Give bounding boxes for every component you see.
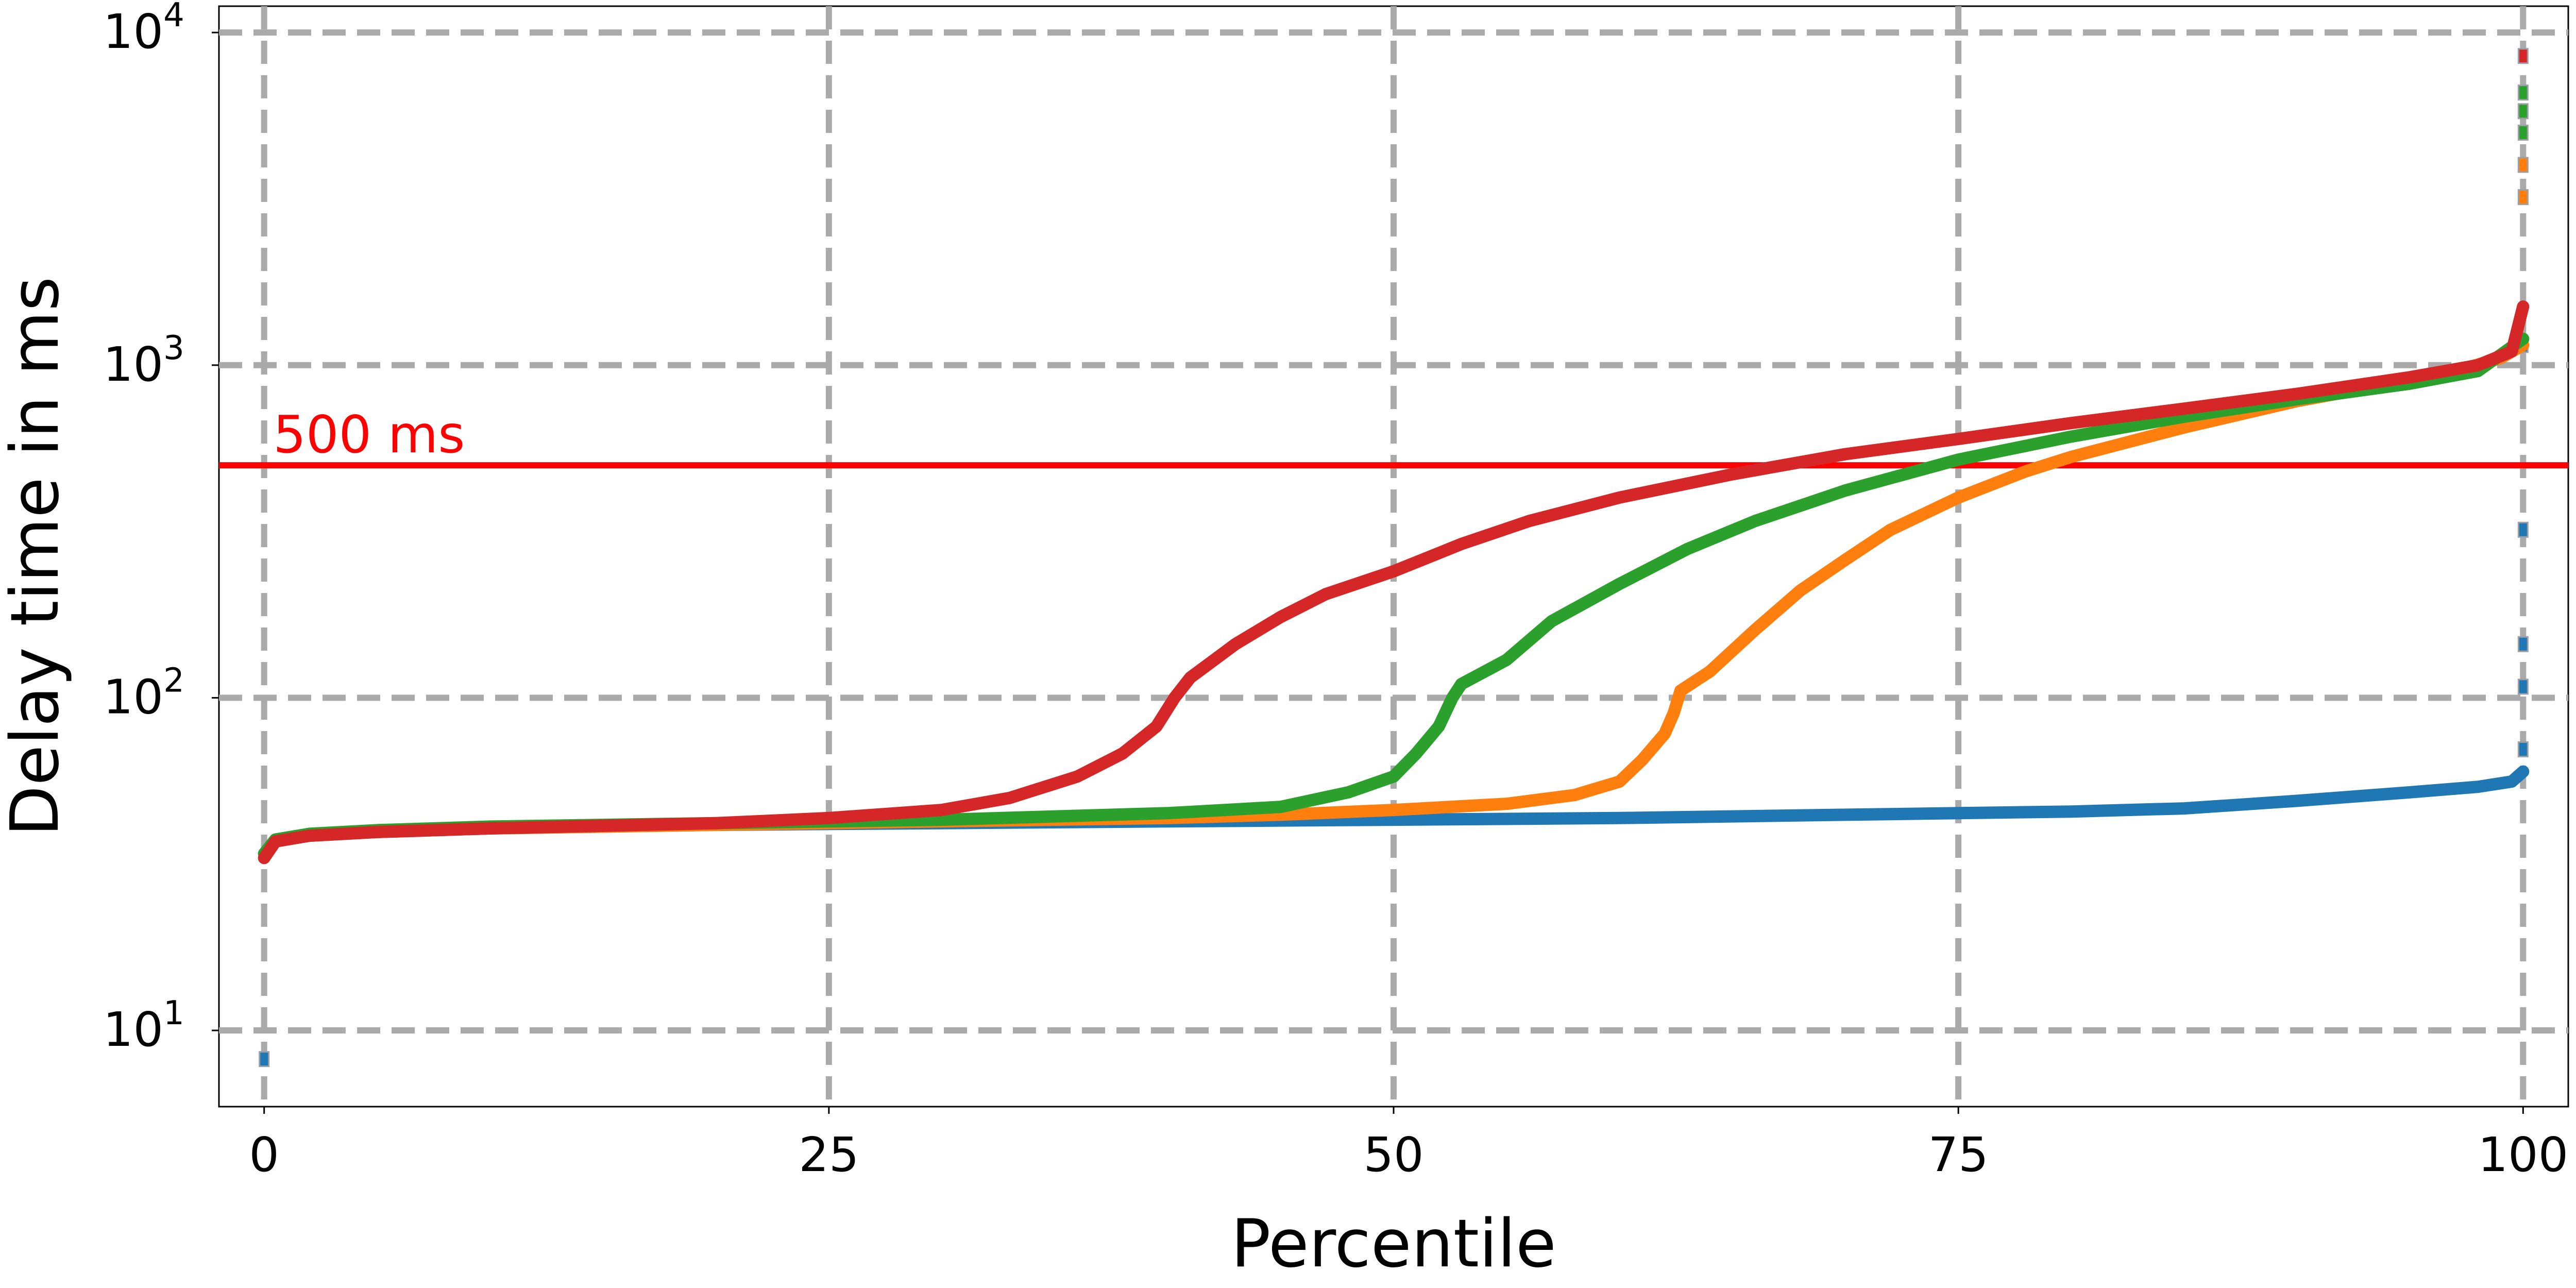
y-tick-label: 103: [103, 329, 184, 392]
reference-line-label: 500 ms: [273, 404, 465, 465]
y-axis-label: Delay time in ms: [0, 277, 74, 836]
x-tick-label: 25: [799, 1127, 859, 1182]
y-tick-label: 102: [103, 662, 184, 724]
outlier-point: [2517, 189, 2529, 206]
outlier-point: [2517, 157, 2529, 173]
outlier-point: [2517, 521, 2529, 538]
tick-layer: 0 25 50 75 100 101 102 103 104: [103, 0, 2568, 1182]
series-line-4: [258, 300, 2530, 865]
outlier-point: [2517, 84, 2529, 101]
x-axis-label: Percentile: [1231, 1206, 1556, 1282]
outlier-point: [2517, 103, 2529, 120]
x-tick-label: 75: [1928, 1127, 1989, 1182]
outlier-point: [2517, 48, 2529, 64]
outlier-point: [2517, 636, 2529, 652]
outlier-point: [2517, 124, 2529, 141]
x-tick-label: 50: [1363, 1127, 1423, 1182]
outlier-point: [2517, 741, 2529, 757]
grid-layer: [219, 6, 2568, 1107]
y-tick-label: 104: [103, 0, 184, 59]
x-tick-label: 100: [2478, 1127, 2569, 1182]
outlier-point: [259, 1051, 270, 1067]
y-tick-label: 101: [103, 994, 184, 1057]
outlier-point: [2517, 679, 2529, 695]
x-tick-label: 0: [249, 1127, 279, 1182]
series-layer: [258, 48, 2530, 1067]
